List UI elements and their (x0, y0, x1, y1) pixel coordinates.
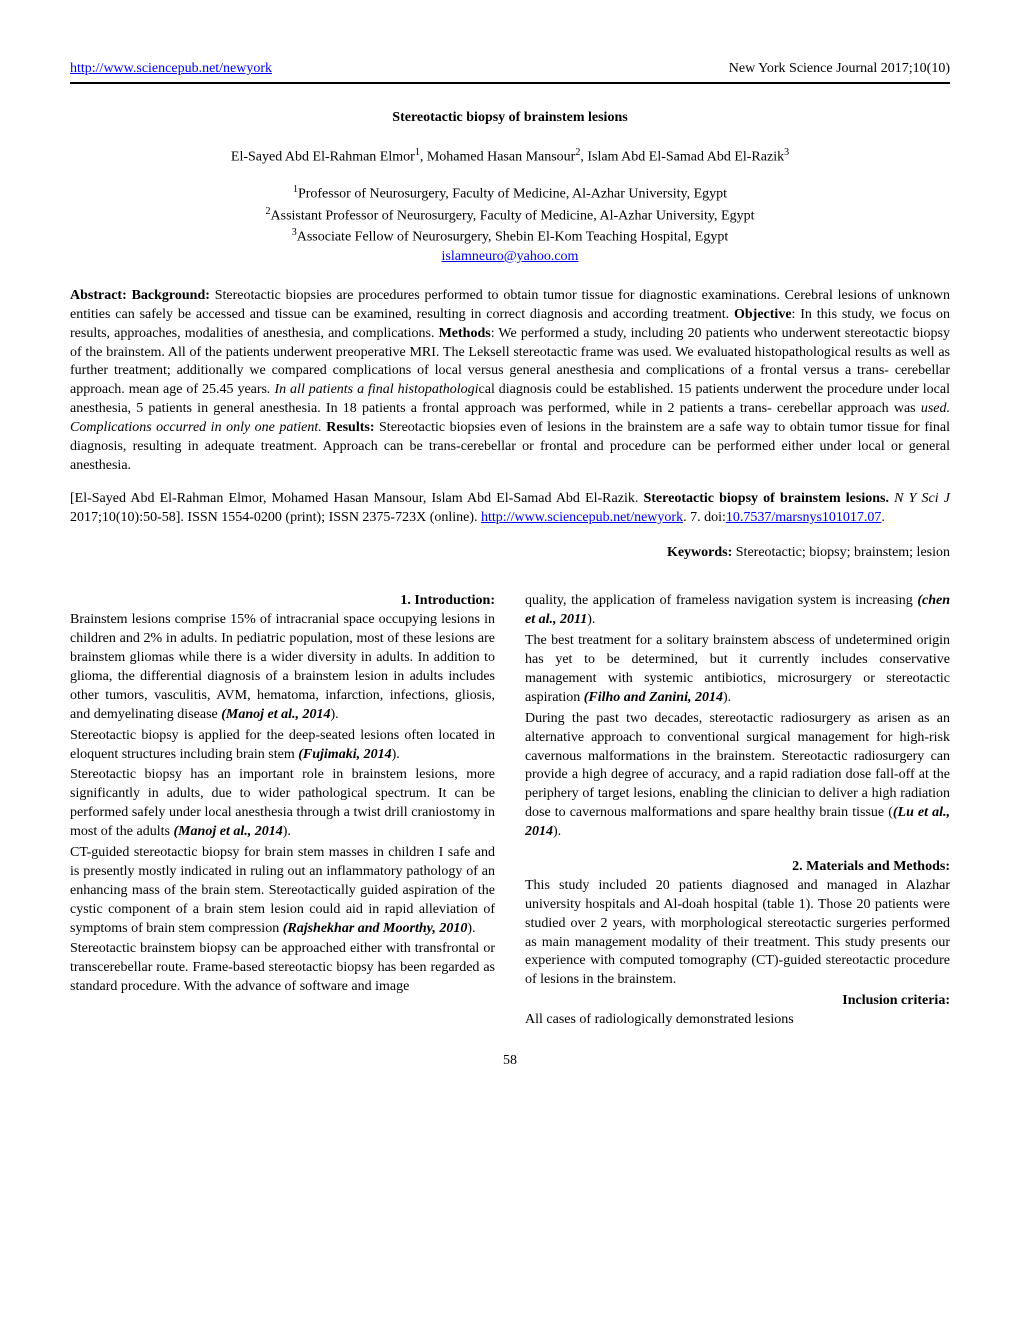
header-journal: New York Science Journal 2017;10(10) (729, 60, 950, 79)
authors-line: El-Sayed Abd El-Rahman Elmor1, Mohamed H… (70, 146, 950, 168)
body-paragraph: This study included 20 patients diagnose… (525, 877, 950, 990)
body-paragraph: The best treatment for a solitary brains… (525, 632, 950, 708)
subsection-heading: Inclusion criteria: (525, 992, 950, 1011)
body-paragraph: All cases of radiologically demonstrated… (525, 1011, 950, 1030)
body-paragraph: Stereotactic biopsy has an important rol… (70, 766, 495, 842)
header-left: http://www.sciencepub.net/newyork (70, 60, 272, 79)
body-paragraph: Brainstem lesions comprise 15% of intrac… (70, 611, 495, 724)
email-link[interactable]: islamneuro@yahoo.com (442, 249, 579, 264)
section-heading: 1. Introduction: (70, 592, 495, 611)
affiliation-line: 3Associate Fellow of Neurosurgery, Shebi… (70, 226, 950, 248)
body-paragraph: During the past two decades, stereotacti… (525, 710, 950, 842)
abstract-paragraph: Abstract: Background: Stereotactic biops… (70, 287, 950, 476)
keywords-line: Keywords: Stereotactic; biopsy; brainste… (70, 544, 950, 563)
left-column: 1. Introduction:Brainstem lesions compri… (70, 592, 495, 1032)
page-number: 58 (70, 1052, 950, 1071)
section-heading: 2. Materials and Methods: (525, 858, 950, 877)
body-paragraph: Stereotactic biopsy is applied for the d… (70, 727, 495, 765)
article-title: Stereotactic biopsy of brainstem lesions (70, 109, 950, 128)
citation-paragraph: [El-Sayed Abd El-Rahman Elmor, Mohamed H… (70, 490, 950, 528)
two-column-body: 1. Introduction:Brainstem lesions compri… (70, 592, 950, 1032)
body-paragraph: Stereotactic brainstem biopsy can be app… (70, 940, 495, 997)
header-url-link[interactable]: http://www.sciencepub.net/newyork (70, 61, 272, 76)
body-paragraph: quality, the application of frameless na… (525, 592, 950, 630)
affiliation-line: 2Assistant Professor of Neurosurgery, Fa… (70, 205, 950, 227)
right-column: quality, the application of frameless na… (525, 592, 950, 1032)
header-bar: http://www.sciencepub.net/newyork New Yo… (70, 60, 950, 84)
affiliation-line: 1Professor of Neurosurgery, Faculty of M… (70, 183, 950, 205)
body-paragraph: CT-guided stereotactic biopsy for brain … (70, 844, 495, 938)
spacer (525, 844, 950, 858)
affiliations: 1Professor of Neurosurgery, Faculty of M… (70, 183, 950, 248)
email-line: islamneuro@yahoo.com (70, 248, 950, 267)
